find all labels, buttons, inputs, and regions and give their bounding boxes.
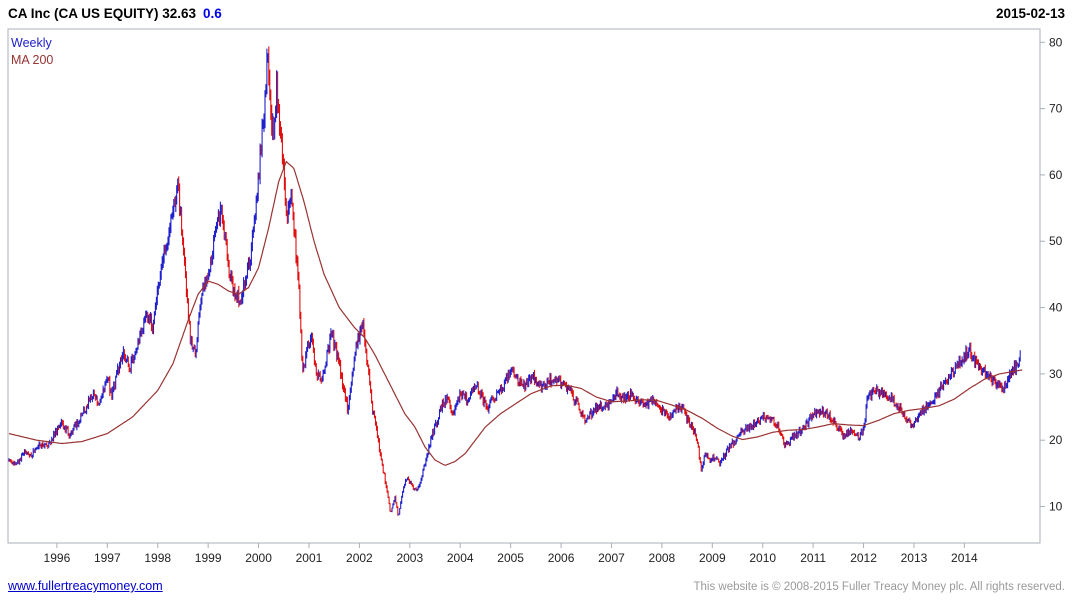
footer-link[interactable]: www.fullertreacymoney.com [8, 579, 163, 593]
svg-text:80: 80 [1049, 35, 1063, 49]
plot-area: 10 20 30 40 50 60 70 80 1996 1997 1998 1999 2000 2001… [0, 28, 1075, 573]
svg-text:2010: 2010 [749, 551, 776, 565]
svg-text:2009: 2009 [699, 551, 726, 565]
legend-weekly-label: Weekly [11, 36, 52, 50]
svg-text:70: 70 [1049, 102, 1063, 116]
svg-text:2013: 2013 [901, 551, 928, 565]
svg-text:50: 50 [1049, 234, 1063, 248]
svg-text:1996: 1996 [44, 551, 71, 565]
svg-text:1999: 1999 [195, 551, 222, 565]
svg-text:2005: 2005 [497, 551, 524, 565]
svg-text:2002: 2002 [346, 551, 373, 565]
svg-text:2014: 2014 [951, 551, 978, 565]
svg-text:1998: 1998 [144, 551, 171, 565]
svg-text:2007: 2007 [598, 551, 625, 565]
svg-text:10: 10 [1049, 500, 1063, 514]
svg-text:60: 60 [1049, 168, 1063, 182]
footer: www.fullertreacymoney.com This website i… [8, 579, 1065, 593]
svg-text:1997: 1997 [94, 551, 121, 565]
chart-date: 2015-02-13 [995, 6, 1065, 21]
svg-text:2004: 2004 [447, 551, 474, 565]
chart-legend: Weekly MA 200 [11, 35, 53, 69]
price-change: 0.6 [203, 6, 222, 21]
svg-text:40: 40 [1049, 301, 1063, 315]
svg-text:2006: 2006 [548, 551, 575, 565]
svg-text:2012: 2012 [850, 551, 877, 565]
copyright-text: This website is © 2008-2015 Fuller Treac… [693, 581, 1065, 593]
price-chart-svg: 10 20 30 40 50 60 70 80 1996 1997 1998 1999 2000 2001… [7, 28, 1063, 565]
svg-text:30: 30 [1049, 367, 1063, 381]
svg-text:2008: 2008 [649, 551, 676, 565]
title-group: CA Inc (CA US EQUITY) 32.63 0.6 [8, 6, 222, 21]
chart-header: CA Inc (CA US EQUITY) 32.63 0.6 2015-02-1… [8, 6, 1065, 21]
chart-title: CA Inc (CA US EQUITY) 32.63 [8, 6, 197, 21]
svg-text:2000: 2000 [245, 551, 272, 565]
legend-ma-label: MA 200 [11, 53, 54, 67]
svg-text:2001: 2001 [296, 551, 323, 565]
svg-text:2003: 2003 [396, 551, 423, 565]
svg-text:20: 20 [1049, 433, 1063, 447]
svg-text:2011: 2011 [800, 551, 826, 565]
